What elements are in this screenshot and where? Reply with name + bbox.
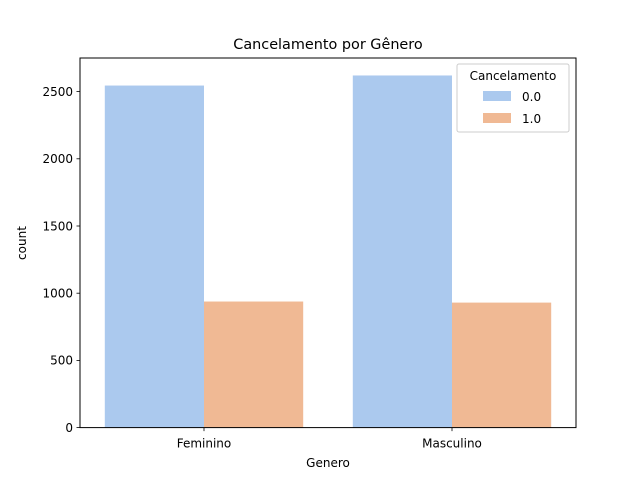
x-tick-label: Masculino xyxy=(422,437,482,451)
legend: Cancelamento 0.0 1.0 xyxy=(456,63,570,133)
y-tick-label: 1500 xyxy=(42,219,73,233)
bar-masculino-series-0 xyxy=(352,75,452,428)
x-tick-label: Feminino xyxy=(177,437,232,451)
y-tick-label: 500 xyxy=(50,354,73,368)
legend-swatch-0 xyxy=(483,91,511,101)
x-axis-label: Genero xyxy=(306,456,350,470)
bar-masculino-series-1 xyxy=(452,302,552,428)
legend-label-1: 1.0 xyxy=(522,112,541,126)
chart-title: Cancelamento por Gênero xyxy=(233,37,423,53)
y-tick-label: 2500 xyxy=(42,85,73,99)
y-tick-label: 2000 xyxy=(42,152,73,166)
bar-feminino-series-1 xyxy=(204,301,304,428)
legend-title: Cancelamento xyxy=(470,69,557,83)
y-tick-label: 0 xyxy=(65,421,73,435)
y-tick-label: 1000 xyxy=(42,287,73,301)
y-axis-label: count xyxy=(15,226,29,260)
bar-feminino-series-0 xyxy=(104,85,204,428)
legend-swatch-1 xyxy=(483,113,511,123)
legend-label-0: 0.0 xyxy=(522,90,541,104)
plot-frame xyxy=(79,57,577,429)
plot-area: Feminino Masculino 0 500 1000 1500 2000 2500 xyxy=(42,75,552,451)
